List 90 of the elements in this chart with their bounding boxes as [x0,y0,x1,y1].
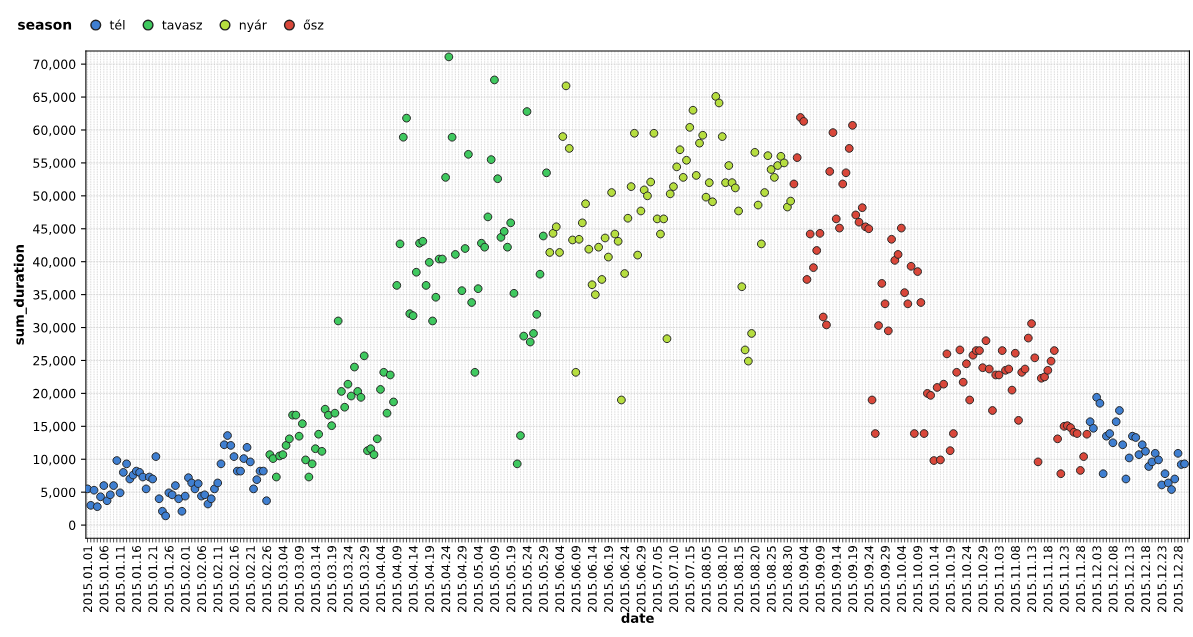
x-tick-label: 2015.12.08 [1108,546,1118,612]
x-tick-label: 2015.11.28 [1076,546,1086,612]
y-tick-label: 15,000 [33,421,76,433]
x-tick-label: 2015.07.05 [652,546,662,612]
y-tick-label: 10,000 [33,454,76,466]
x-tick-label: 2015.06.04 [555,545,565,612]
y-tick-label: 40,000 [33,257,76,268]
x-tick-label: 2015.01.21 [148,546,158,612]
legend-title: season [18,21,72,30]
legend-label: tavasz [162,20,202,30]
y-axis-title: sum_duration [13,245,27,345]
x-tick-label: 2015.02.21 [246,546,255,612]
x-tick-label: 2015.03.09 [294,546,304,612]
y-tick-label: 0 [69,520,76,531]
x-tick-label: 2015.12.13 [1124,546,1134,612]
y-tick-label: 50,000 [33,191,76,203]
x-tick-label: 2015.02.06 [197,545,207,612]
x-tick-label: 2015.05.04 [473,545,483,612]
x-tick-label: 2015.11.18 [1043,546,1053,612]
x-tick-label: 2015.01.26 [164,545,174,612]
y-tick-label: 20,000 [33,388,76,400]
x-tick-label: 2015.04.14 [408,545,418,612]
x-tick-label: 2015.03.29 [359,546,369,612]
x-tick-label: 2015.11.13 [1027,546,1037,612]
y-tick-label: 65,000 [33,92,76,104]
x-tick-label: 2015.07.10 [669,545,679,612]
x-tick-label: 2015.12.23 [1157,546,1167,612]
legend-label: nyár [239,19,267,33]
x-tick-label: 2015.09.24 [864,545,874,612]
x-tick-label: 2015.02.16 [229,545,239,612]
y-tick-label: 60,000 [33,125,76,137]
x-tick-label: 2015.09.29 [880,546,890,612]
x-tick-label: 2015.05.24 [522,545,532,612]
x-tick-label: 2015.10.24 [962,545,972,612]
x-axis-title: date [621,612,654,624]
x-tick-label: 2015.09.04 [799,545,809,612]
x-tick-label: 2015.08.15 [734,546,744,612]
x-tick-label: 2015.08.05 [701,546,711,612]
x-tick-label: 2015.12.18 [1141,546,1151,612]
x-tick-label: 2015.03.19 [327,546,337,612]
x-tick-label: 2015.04.09 [392,546,402,612]
x-tick-label: 2015.02.26 [262,545,272,612]
x-tick-label: 2015.09.19 [848,546,858,612]
x-tick-label: 2015.09.14 [831,545,841,612]
x-tick-label: 2015.03.24 [343,545,353,612]
x-tick-label: 2015.07.15 [685,546,695,612]
x-tick-label: 2015.03.04 [278,545,288,612]
x-tick-label: 2015.11.08 [1010,546,1020,612]
x-tick-label: 2015.08.10 [718,545,727,612]
x-tick-label: 2015.10.14 [929,545,939,612]
x-tick-label: 2015.11.03 [994,546,1004,612]
x-tick-label: 2015.05.29 [538,546,548,612]
legend-label: ősz [303,19,324,30]
x-tick-label: 2015.08.25 [766,546,776,612]
y-tick-label: 5,000 [41,487,76,499]
x-tick-label: 2015.05.09 [490,546,500,612]
x-tick-label: 2015.10.09 [913,546,923,612]
x-tick-label: 2015.10.04 [897,545,906,612]
x-tick-label: 2015.05.19 [506,546,516,612]
x-tick-label: 2015.06.24 [620,545,630,612]
x-tick-label: 2015.09.09 [815,546,825,612]
y-tick-label: 30,000 [33,323,76,334]
x-tick-label: 2015.04.04 [376,545,386,612]
x-tick-label: 2015.08.20 [750,545,760,612]
x-tick-label: 2015.01.01 [83,546,93,612]
x-tick-label: 2015.01.06 [99,545,109,612]
x-tick-label: 2015.10.29 [978,546,988,612]
x-tick-label: 2015.12.03 [1092,546,1102,612]
x-tick-label: 2015.03.14 [311,545,321,612]
x-tick-label: 2015.02.11 [213,546,223,612]
x-tick-label: 2015.12.28 [1173,546,1183,612]
legend-label: tél [109,19,125,30]
y-tick-label: 25,000 [33,355,76,367]
x-tick-label: 2015.11.23 [1059,546,1069,612]
x-tick-label: 2015.04.19 [425,546,434,612]
x-tick-label: 2015.02.01 [180,546,190,612]
x-tick-label: 2015.06.14 [587,545,597,612]
x-tick-label: 2015.04.29 [457,546,467,612]
x-tick-label: 2015.06.29 [636,546,646,612]
y-tick-label: 45,000 [33,224,76,235]
x-tick-label: 2015.08.30 [783,545,793,612]
y-tick-label: 35,000 [33,290,76,301]
y-tick-label: 70,000 [33,59,76,71]
x-tick-label: 2015.04.24 [441,545,451,612]
y-tick-label: 55,000 [33,158,76,170]
x-tick-label: 2015.01.16 [132,545,142,612]
x-tick-label: 2015.06.19 [604,546,614,612]
x-tick-label: 2015.06.09 [571,546,581,612]
x-tick-label: 2015.01.11 [115,546,125,612]
x-tick-label: 2015.10.19 [945,546,955,612]
